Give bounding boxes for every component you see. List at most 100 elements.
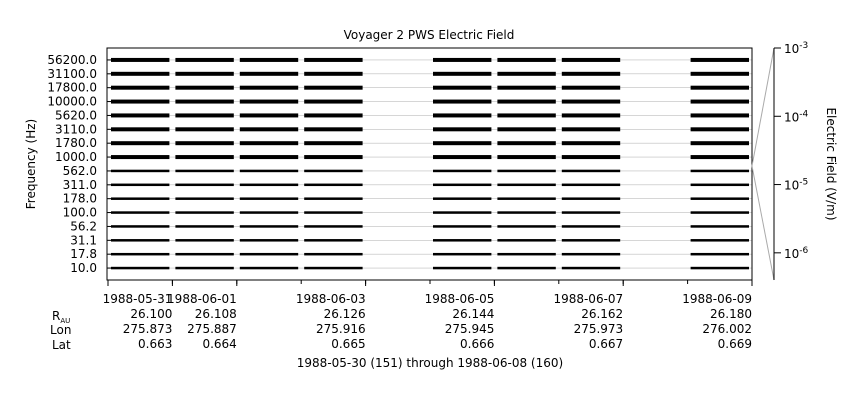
coverage-strip [239,57,299,62]
coverage-strip [239,85,299,90]
coverage-strip [304,225,363,228]
coverage-strip [175,239,234,242]
coverage-strip [433,266,492,270]
colorbar-connector-bottom [751,165,775,281]
coverage-strip [304,57,363,62]
coverage-strip [111,85,170,90]
coverage-strip [304,141,363,146]
chart-title: Voyager 2 PWS Electric Field [344,28,515,42]
coverage-strip [175,169,234,173]
y-tick-label: 1780.0 [55,136,97,150]
coverage-strip [304,211,363,214]
coverage-strip [561,183,621,187]
coverage-strip [497,155,556,160]
coverage-strip [175,71,234,76]
y-tick-label: 178.0 [63,192,97,206]
coverage-strip [239,113,299,118]
coverage-strip [304,252,363,256]
coverage-strip [433,85,492,90]
coverage-strip [239,197,299,200]
coverage-strip [561,155,621,160]
coverage-strip [690,197,749,200]
coverage-strip [175,99,234,104]
lat-value: 0.665 [331,337,365,351]
y-tick-label: 17800.0 [47,81,97,95]
y-axis-label: Frequency (Hz) [24,119,38,210]
coverage-strip [111,113,170,118]
x-tick-label: 1988-05-31 [103,292,173,306]
coverage-strip [433,211,492,214]
coverage-strip [497,85,556,90]
coverage-strip [690,239,749,242]
coverage-strip [561,252,621,256]
coverage-strip [239,239,299,242]
y-tick-label: 31.1 [70,233,97,247]
coverage-strip [561,71,621,76]
coverage-strip [239,225,299,228]
colorbar: 10-6 10-5 10-4 10-3 [751,41,809,281]
coverage-strip [497,239,556,242]
y-tick-label: 3110.0 [55,122,97,136]
ephemeris-label-r: RAU [52,309,70,325]
coverage-strip [690,252,749,256]
coverage-strip [111,71,170,76]
lon-value: 275.873 [123,322,173,336]
coverage-strip [175,211,234,214]
coverage-strip [239,169,299,173]
coverage-strip [690,99,749,104]
y-tick-label: 56.2 [70,219,97,233]
coverage-strip [304,155,363,160]
y-tick-label: 311.0 [63,178,97,192]
coverage-strip [433,225,492,228]
coverage-strip [304,266,363,270]
y-tick-label: 17.8 [70,247,97,261]
coverage-strip [690,211,749,214]
coverage-strip [111,155,170,160]
x-tick-label: 1988-06-05 [425,292,495,306]
coverage-strip [433,113,492,118]
date-range-caption: 1988-05-30 (151) through 1988-06-08 (160… [297,356,563,370]
coverage-strip [239,155,299,160]
y-tick-label: 10000.0 [47,95,97,109]
y-tick-label: 10.0 [70,261,97,275]
coverage-strip [497,183,556,187]
coverage-strip [433,155,492,160]
ephemeris-label-lat: Lat [52,338,71,352]
coverage-strip [690,57,749,62]
coverage-strip [175,141,234,146]
coverage-strip [497,266,556,270]
coverage-strip [239,99,299,104]
colorbar-ticks: 10-6 10-5 10-4 10-3 [774,41,809,261]
coverage-strip [111,127,170,132]
coverage-strip [690,169,749,173]
coverage-strip [304,85,363,90]
x-tick-label: 1988-06-03 [296,292,366,306]
coverage-strip [175,113,234,118]
coverage-strip [175,127,234,132]
r-au-value: 26.162 [581,307,623,321]
coverage-strip [561,211,621,214]
coverage-strip [497,99,556,104]
coverage-strip [497,127,556,132]
coverage-strip [239,183,299,187]
coverage-strip [561,127,621,132]
coverage-strip [111,141,170,146]
coverage-strip [497,211,556,214]
coverage-strip [433,197,492,200]
y-tick-label: 1000.0 [55,150,97,164]
lat-value: 0.669 [718,337,752,351]
coverage-strip [239,252,299,256]
y-tick-label: 31100.0 [47,67,97,81]
coverage-strip [561,197,621,200]
coverage-strip [433,127,492,132]
coverage-strip [304,183,363,187]
coverage-strip [433,239,492,242]
coverage-strip [111,169,170,173]
coverage-strip [175,197,234,200]
coverage-strip [497,57,556,62]
coverage-strip [239,211,299,214]
coverage-strip [175,57,234,62]
r-au-value: 26.180 [710,307,752,321]
coverage-strip [175,155,234,160]
coverage-strip [111,57,170,62]
